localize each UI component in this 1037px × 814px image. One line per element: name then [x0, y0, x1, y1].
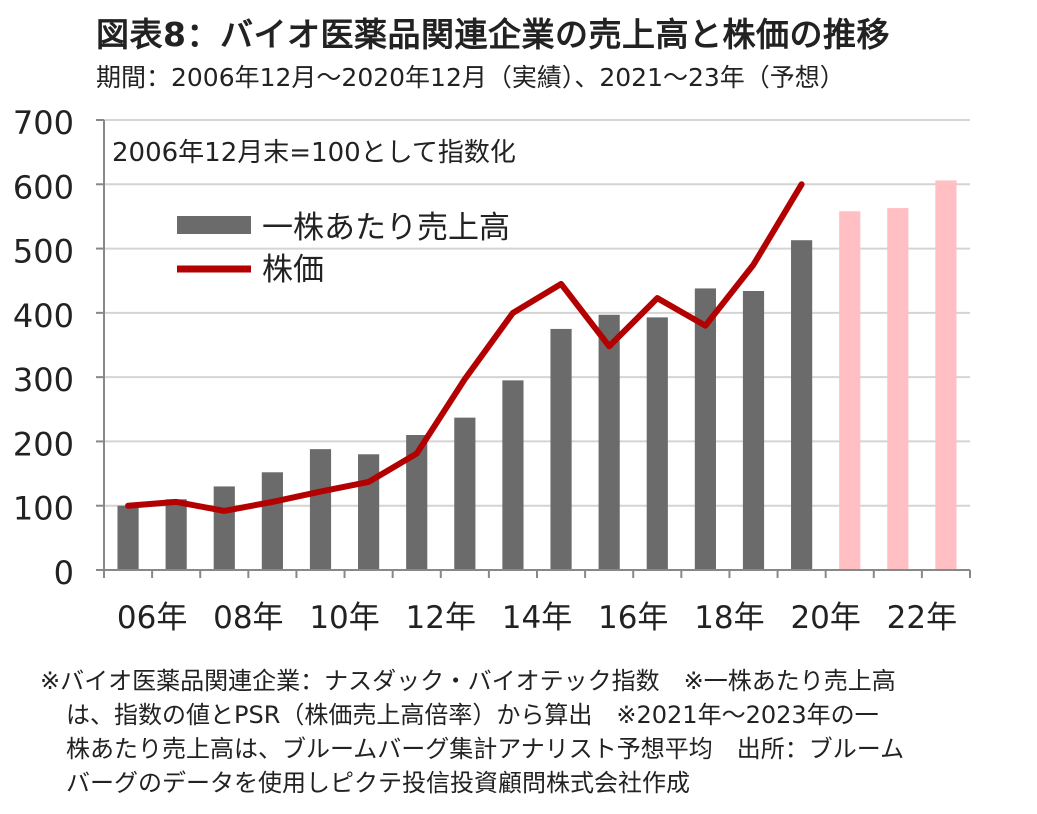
- bar: [791, 240, 813, 570]
- footnote-line: ※バイオ医薬品関連企業：ナスダック・バイオテック指数 ※一株あたり売上高: [40, 667, 896, 695]
- page-title: 図表8：バイオ医薬品関連企業の売上高と株価の推移: [96, 15, 890, 54]
- label-layer: 2006年12月末=100として指数化: [112, 138, 516, 168]
- line-layer: [125, 181, 805, 514]
- x-tick-label: 06年: [117, 600, 187, 636]
- legend-bar-swatch: [177, 216, 251, 234]
- chart-subtitle: 期間：2006年12月～2020年12月（実績）、2021～23年（予想）: [96, 63, 845, 92]
- bar: [646, 317, 668, 570]
- x-tick-label: 10年: [309, 600, 379, 636]
- bar: [694, 288, 716, 570]
- bar-forecast: [935, 180, 957, 570]
- y-tick-label: 300: [13, 361, 74, 399]
- bar: [502, 380, 524, 570]
- x-tick-label: 12年: [406, 600, 476, 636]
- y-tick-label: 600: [13, 168, 74, 206]
- x-tick-label: 08年: [213, 600, 283, 636]
- bar: [598, 314, 620, 570]
- bar: [406, 435, 428, 570]
- bar: [454, 417, 476, 570]
- chart: 0 100 200 300 400 500 600 700 06年 08年 10年 12年 14年 16年…: [13, 104, 971, 636]
- x-tick-label: 18年: [694, 600, 764, 636]
- x-tick-label: 20年: [790, 600, 860, 636]
- footnotes: ※バイオ医薬品関連企業：ナスダック・バイオテック指数 ※一株あたり売上高 は、指…: [40, 664, 1025, 800]
- bar: [358, 454, 380, 570]
- bar-layer: [117, 180, 957, 571]
- footnote-line: 株あたり売上高は、ブルームバーグ集計アナリスト予想平均 出所：ブルーム: [66, 735, 905, 763]
- x-tick-label: 16年: [598, 600, 668, 636]
- legend-line-label: 株価: [262, 252, 324, 288]
- bar: [261, 472, 283, 570]
- bar: [309, 449, 332, 570]
- bar: [550, 328, 572, 570]
- axis-layer: 0 100 200 300 400 500 600 700 06年 08年 10年 12年 14年 16年…: [13, 104, 971, 636]
- bar: [165, 499, 187, 570]
- bar: [213, 486, 235, 570]
- y-tick-label: 400: [13, 297, 74, 335]
- y-tick-label: 500: [13, 233, 74, 271]
- footnote-line: バーグのデータを使用しピクテ投信投資顧問株式会社作成: [66, 769, 690, 797]
- legend-bar-label: 一株あたり売上高: [262, 210, 510, 246]
- bar-forecast: [887, 208, 909, 571]
- price-line: [125, 181, 805, 514]
- y-tick-label: 700: [13, 104, 74, 142]
- footnote-line: は、指数の値とPSR（株価売上高倍率）から算出 ※2021年～2023年の一: [66, 701, 879, 729]
- y-tick-label: 200: [13, 425, 74, 463]
- x-tick-label: 14年: [502, 600, 572, 636]
- x-tick-label: 22年: [887, 600, 957, 636]
- bar-forecast: [839, 211, 861, 571]
- y-tick-label: 0: [54, 554, 74, 592]
- legend: 一株あたり売上高 株価: [177, 210, 510, 288]
- bar: [117, 505, 139, 570]
- y-tick-label: 100: [13, 490, 74, 528]
- chart-annotation: 2006年12月末=100として指数化: [112, 138, 516, 168]
- bar: [742, 291, 765, 570]
